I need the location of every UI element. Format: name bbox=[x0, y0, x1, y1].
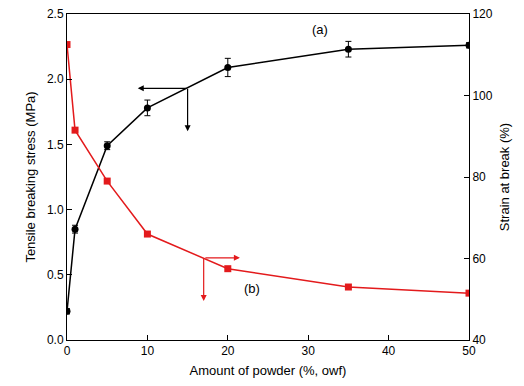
svg-text:40: 40 bbox=[472, 333, 486, 347]
svg-text:(b): (b) bbox=[244, 281, 260, 296]
svg-text:0.0: 0.0 bbox=[47, 333, 64, 347]
svg-text:0: 0 bbox=[64, 344, 71, 358]
svg-text:100: 100 bbox=[472, 89, 492, 103]
svg-text:(a): (a) bbox=[312, 22, 328, 37]
svg-text:40: 40 bbox=[382, 344, 396, 358]
svg-text:80: 80 bbox=[472, 170, 486, 184]
svg-text:60: 60 bbox=[472, 252, 486, 266]
svg-text:2.0: 2.0 bbox=[47, 72, 64, 86]
svg-text:Amount of powder (%, owf): Amount of powder (%, owf) bbox=[190, 363, 347, 378]
svg-text:2.5: 2.5 bbox=[47, 7, 64, 21]
svg-text:Tensile breaking stress (MPa): Tensile breaking stress (MPa) bbox=[23, 91, 38, 262]
svg-text:30: 30 bbox=[302, 344, 316, 358]
svg-text:1.5: 1.5 bbox=[47, 138, 64, 152]
svg-text:0.5: 0.5 bbox=[47, 268, 64, 282]
svg-text:Strain at break (%): Strain at break (%) bbox=[497, 123, 512, 231]
svg-text:10: 10 bbox=[141, 344, 155, 358]
svg-text:1.0: 1.0 bbox=[47, 203, 64, 217]
svg-text:120: 120 bbox=[472, 7, 492, 21]
svg-text:50: 50 bbox=[462, 344, 476, 358]
svg-text:20: 20 bbox=[221, 344, 235, 358]
